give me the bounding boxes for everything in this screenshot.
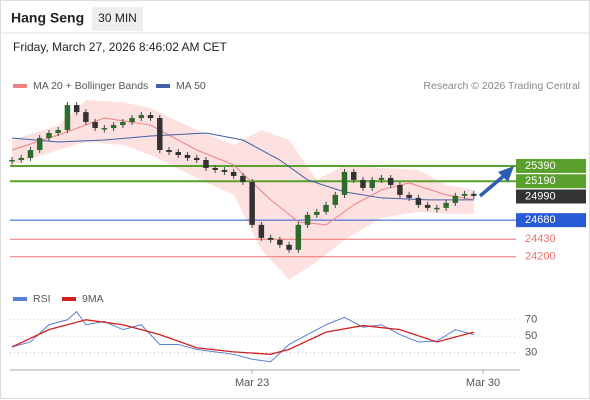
candle xyxy=(73,105,80,113)
candle xyxy=(92,122,98,129)
candle xyxy=(387,177,394,185)
level-box xyxy=(516,174,586,189)
candle xyxy=(175,152,182,155)
timestamp: Friday, March 27, 2026 8:46:02 AM CET xyxy=(13,40,228,54)
moving-average xyxy=(11,132,474,201)
y-tick-label: 50 xyxy=(525,330,537,342)
candle xyxy=(369,179,375,188)
interval: 30 MIN xyxy=(98,11,137,25)
indicator-line xyxy=(11,319,474,355)
interval-box xyxy=(92,7,143,31)
candle xyxy=(286,244,292,250)
candle xyxy=(350,171,357,180)
candle xyxy=(277,239,283,245)
candle xyxy=(323,204,329,212)
indicator-line xyxy=(11,310,474,363)
candle xyxy=(27,150,34,158)
candle xyxy=(360,179,366,188)
forecast-arrowhead xyxy=(498,166,514,182)
candle xyxy=(267,237,274,240)
legend-label: MA 50 xyxy=(176,80,206,92)
y-tick-label: 30 xyxy=(525,347,537,359)
candle xyxy=(341,171,348,195)
credit: Research © 2026 Trading Central xyxy=(423,80,580,92)
candle xyxy=(129,118,135,123)
candle xyxy=(378,177,385,180)
legend-swatch xyxy=(13,297,27,301)
x-tick-label: Mar 30 xyxy=(466,377,500,389)
candle xyxy=(230,171,237,176)
candle xyxy=(314,211,320,215)
legend-swatch xyxy=(156,84,170,88)
forecast-arrow xyxy=(478,172,508,198)
candle xyxy=(9,160,15,162)
candle xyxy=(184,154,191,158)
candle xyxy=(258,224,265,238)
candle xyxy=(120,122,126,126)
candle xyxy=(212,167,218,170)
candle xyxy=(138,115,145,119)
level-label: 24200 xyxy=(525,251,556,263)
level-label: 24430 xyxy=(525,233,556,245)
candle xyxy=(147,115,154,119)
candle xyxy=(452,195,459,203)
candle xyxy=(101,128,108,130)
candle xyxy=(424,204,431,208)
candle xyxy=(249,181,255,225)
candle xyxy=(64,105,71,131)
candle xyxy=(203,160,209,168)
candle xyxy=(157,118,163,151)
candle xyxy=(471,193,477,196)
candle xyxy=(55,130,61,133)
y-tick-label: 70 xyxy=(525,314,537,326)
bollinger-band xyxy=(12,100,474,280)
level-label: 25390 xyxy=(525,160,556,172)
level-label: 25190 xyxy=(525,175,556,187)
candle xyxy=(406,194,412,198)
candle xyxy=(397,184,403,195)
moving-average xyxy=(11,117,474,226)
candle xyxy=(304,214,311,225)
candle xyxy=(110,125,117,129)
level-box xyxy=(516,213,586,228)
candle xyxy=(415,197,422,205)
level-label: 24680 xyxy=(525,214,556,226)
candle xyxy=(46,133,52,139)
legend-label: MA 20 + Bollinger Bands xyxy=(33,80,148,92)
candle xyxy=(193,157,200,161)
candle xyxy=(83,112,89,123)
candle xyxy=(18,157,24,161)
legend-label: RSI xyxy=(33,293,51,305)
candle xyxy=(461,193,468,196)
candle xyxy=(166,150,172,152)
legend-label: 9MA xyxy=(82,293,104,305)
level-label: 24990 xyxy=(525,190,556,202)
candle xyxy=(332,194,339,205)
level-box xyxy=(516,189,586,204)
candle xyxy=(434,207,440,210)
level-box xyxy=(516,158,586,173)
candle xyxy=(443,202,449,208)
candle xyxy=(36,138,43,151)
candle xyxy=(221,169,228,172)
candle xyxy=(295,224,302,250)
title: Hang Seng xyxy=(11,10,84,26)
candle xyxy=(240,175,246,182)
legend-swatch xyxy=(62,297,76,301)
x-tick-label: Mar 23 xyxy=(235,377,269,389)
legend-swatch xyxy=(13,84,27,88)
